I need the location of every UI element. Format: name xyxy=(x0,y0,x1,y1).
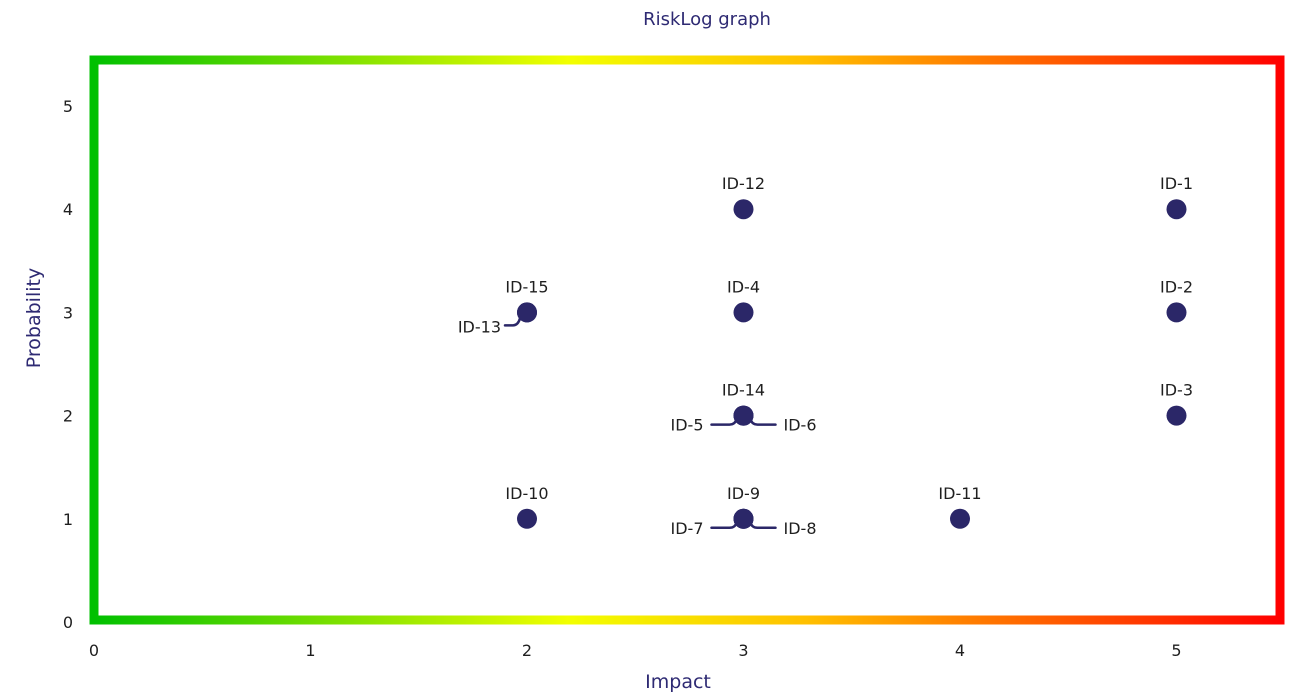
point-labels: ID-1 ID-2 ID-3 ID-4 ID-5 ID-6 ID-14 ID-7 ID-8 ID-… xyxy=(458,174,1193,538)
point-label-id-14: ID-14 xyxy=(722,381,765,400)
data-point-id-15 xyxy=(517,302,537,323)
point-label-id-10: ID-10 xyxy=(505,484,548,503)
x-axis-ticks: 0 1 2 3 4 5 xyxy=(89,641,1182,660)
y-tick-label: 0 xyxy=(63,613,73,632)
point-label-id-5: ID-5 xyxy=(671,416,704,435)
point-label-id-3: ID-3 xyxy=(1160,381,1193,400)
y-axis-title: Probability xyxy=(23,268,45,368)
data-point-id-14 xyxy=(733,405,754,426)
data-point-id-2 xyxy=(1166,302,1187,323)
y-tick-label: 1 xyxy=(63,510,73,529)
data-point-id-1 xyxy=(1166,199,1187,220)
point-label-id-8: ID-8 xyxy=(784,519,817,538)
x-tick-label: 4 xyxy=(955,641,965,660)
y-axis-ticks: 0 1 2 3 4 5 xyxy=(63,97,73,632)
point-label-id-2: ID-2 xyxy=(1160,277,1193,296)
y-tick-label: 4 xyxy=(63,200,73,219)
data-point-id-11 xyxy=(950,508,970,529)
point-label-id-13: ID-13 xyxy=(458,317,501,336)
data-point-id-3 xyxy=(1166,405,1187,426)
y-tick-label: 5 xyxy=(63,97,73,116)
point-label-id-6: ID-6 xyxy=(784,416,817,435)
x-tick-label: 0 xyxy=(89,641,99,660)
point-label-id-11: ID-11 xyxy=(938,484,981,503)
leader-line-id-5 xyxy=(710,417,738,426)
point-label-id-12: ID-12 xyxy=(722,174,765,193)
chart-title: RiskLog graph xyxy=(643,9,771,30)
x-tick-label: 1 xyxy=(305,641,315,660)
point-label-id-15: ID-15 xyxy=(505,277,548,296)
plot-area-frame xyxy=(89,55,1285,625)
data-point-id-9 xyxy=(733,508,754,529)
data-point-id-10 xyxy=(517,508,537,529)
leader-line-id-7 xyxy=(710,520,738,530)
leader-line-id-6 xyxy=(749,417,777,426)
x-tick-label: 3 xyxy=(738,641,748,660)
leader-line-id-13 xyxy=(503,317,522,327)
data-point-id-4 xyxy=(733,302,754,323)
point-label-id-1: ID-1 xyxy=(1160,174,1193,193)
x-tick-label: 2 xyxy=(522,641,532,660)
x-axis-title: Impact xyxy=(645,671,711,693)
y-tick-label: 3 xyxy=(63,303,73,322)
point-label-id-9: ID-9 xyxy=(727,484,760,503)
x-tick-label: 5 xyxy=(1171,641,1181,660)
point-label-id-4: ID-4 xyxy=(727,277,760,296)
data-point-id-12 xyxy=(733,199,754,220)
data-points xyxy=(517,199,1187,529)
leader-line-id-8 xyxy=(749,520,777,530)
point-label-id-7: ID-7 xyxy=(671,519,704,538)
y-tick-label: 2 xyxy=(63,407,73,426)
